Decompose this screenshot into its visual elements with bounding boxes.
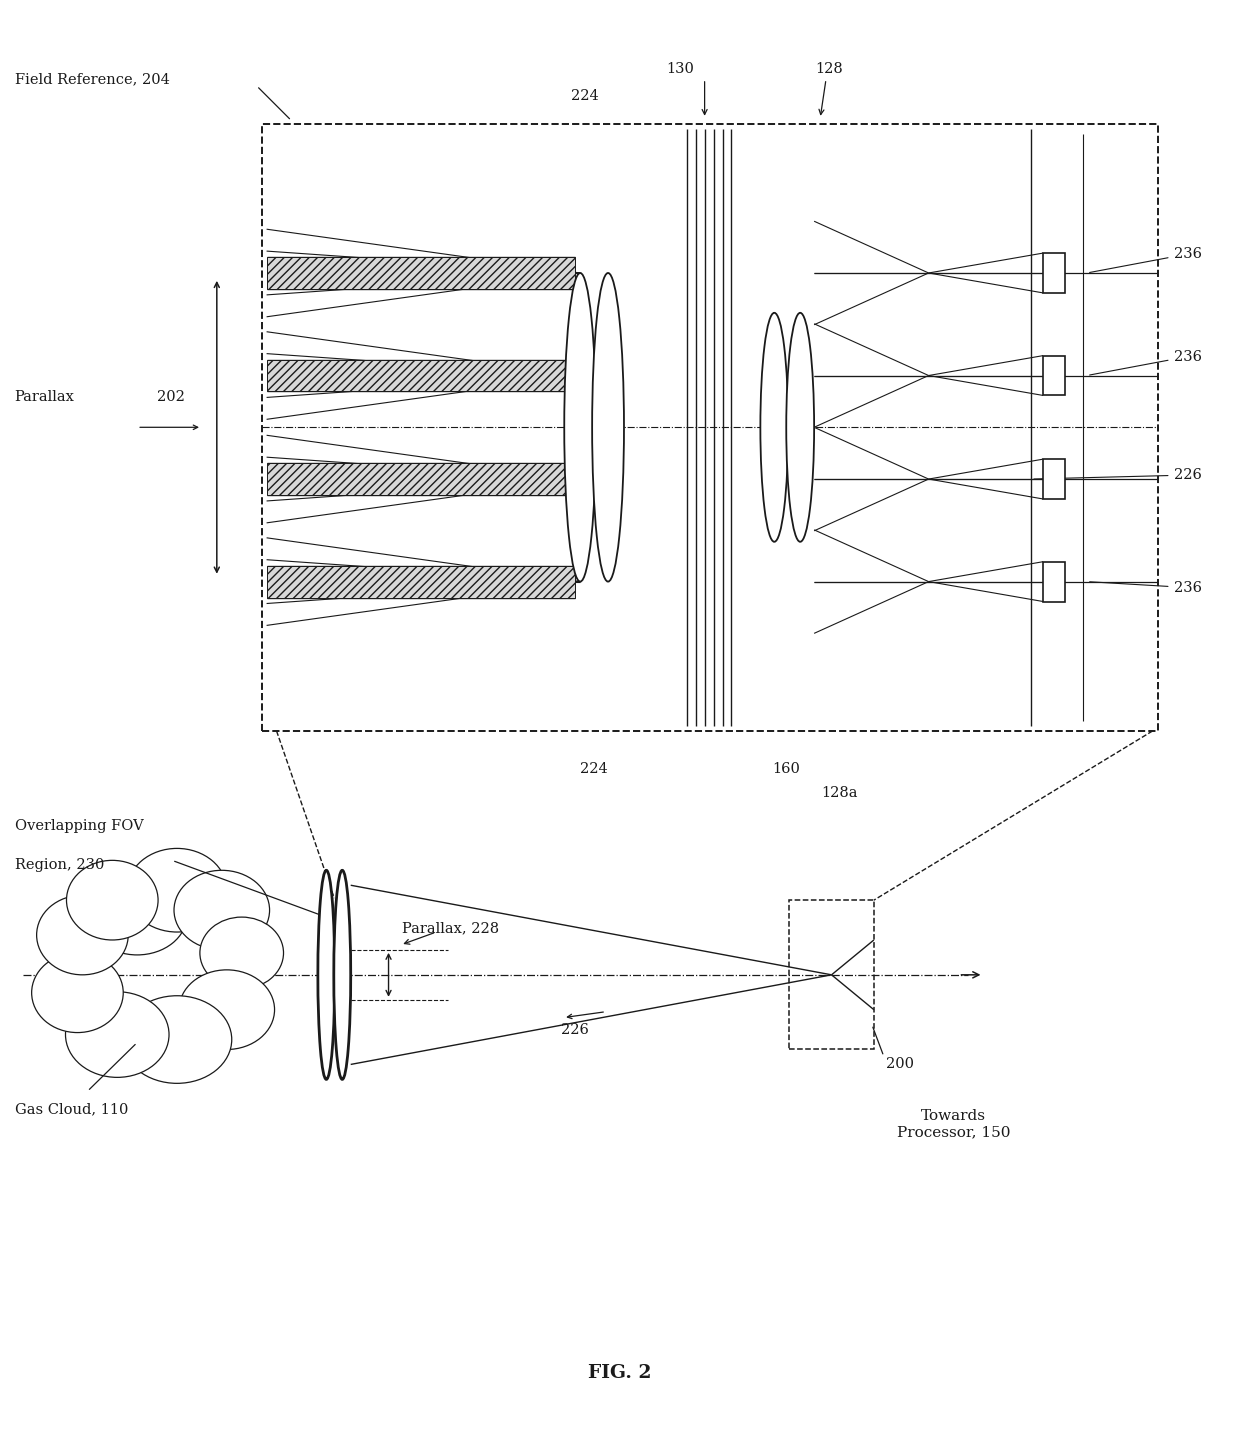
Ellipse shape: [786, 313, 815, 542]
Ellipse shape: [37, 896, 128, 975]
Text: 226: 226: [562, 1023, 589, 1036]
Text: Towards
Processor, 150: Towards Processor, 150: [897, 1109, 1011, 1139]
Ellipse shape: [87, 876, 187, 954]
Bar: [1043, 253, 1065, 293]
Bar: [267, 464, 575, 495]
Bar: [1043, 562, 1065, 601]
Text: 200: 200: [885, 1058, 914, 1072]
Ellipse shape: [179, 970, 274, 1049]
Text: 160: 160: [773, 761, 800, 776]
Ellipse shape: [334, 870, 351, 1079]
Bar: [267, 359, 575, 392]
Text: 236: 236: [1090, 349, 1202, 375]
Ellipse shape: [123, 996, 232, 1083]
Bar: [267, 565, 575, 598]
Text: FIG. 2: FIG. 2: [588, 1364, 652, 1382]
Text: 224: 224: [572, 89, 599, 103]
Text: 128: 128: [815, 62, 843, 76]
Text: 236: 236: [1090, 248, 1202, 272]
Text: 226: 226: [1034, 468, 1202, 482]
Text: 224: 224: [580, 761, 608, 776]
Ellipse shape: [593, 273, 624, 581]
Ellipse shape: [174, 870, 269, 950]
Text: 130: 130: [666, 62, 693, 76]
Bar: [1043, 356, 1065, 395]
Text: Gas Cloud, 110: Gas Cloud, 110: [15, 1102, 128, 1116]
Ellipse shape: [200, 917, 284, 989]
Ellipse shape: [32, 953, 123, 1033]
Text: 202: 202: [157, 391, 185, 405]
Ellipse shape: [66, 992, 169, 1078]
Bar: [789, 900, 874, 1049]
Text: 236: 236: [1090, 581, 1202, 594]
Text: Field Reference, 204: Field Reference, 204: [15, 72, 170, 86]
Text: Overlapping FOV: Overlapping FOV: [15, 819, 144, 833]
Text: 128a: 128a: [821, 786, 857, 800]
Ellipse shape: [317, 870, 335, 1079]
Text: Parallax, 228: Parallax, 228: [403, 922, 500, 934]
Text: Region, 230: Region, 230: [15, 859, 104, 873]
Text: Parallax: Parallax: [15, 391, 74, 405]
Ellipse shape: [760, 313, 789, 542]
Bar: [1043, 459, 1065, 499]
Bar: [267, 258, 575, 289]
Ellipse shape: [128, 849, 227, 932]
Ellipse shape: [564, 273, 596, 581]
Bar: [262, 123, 1158, 731]
Ellipse shape: [67, 860, 157, 940]
